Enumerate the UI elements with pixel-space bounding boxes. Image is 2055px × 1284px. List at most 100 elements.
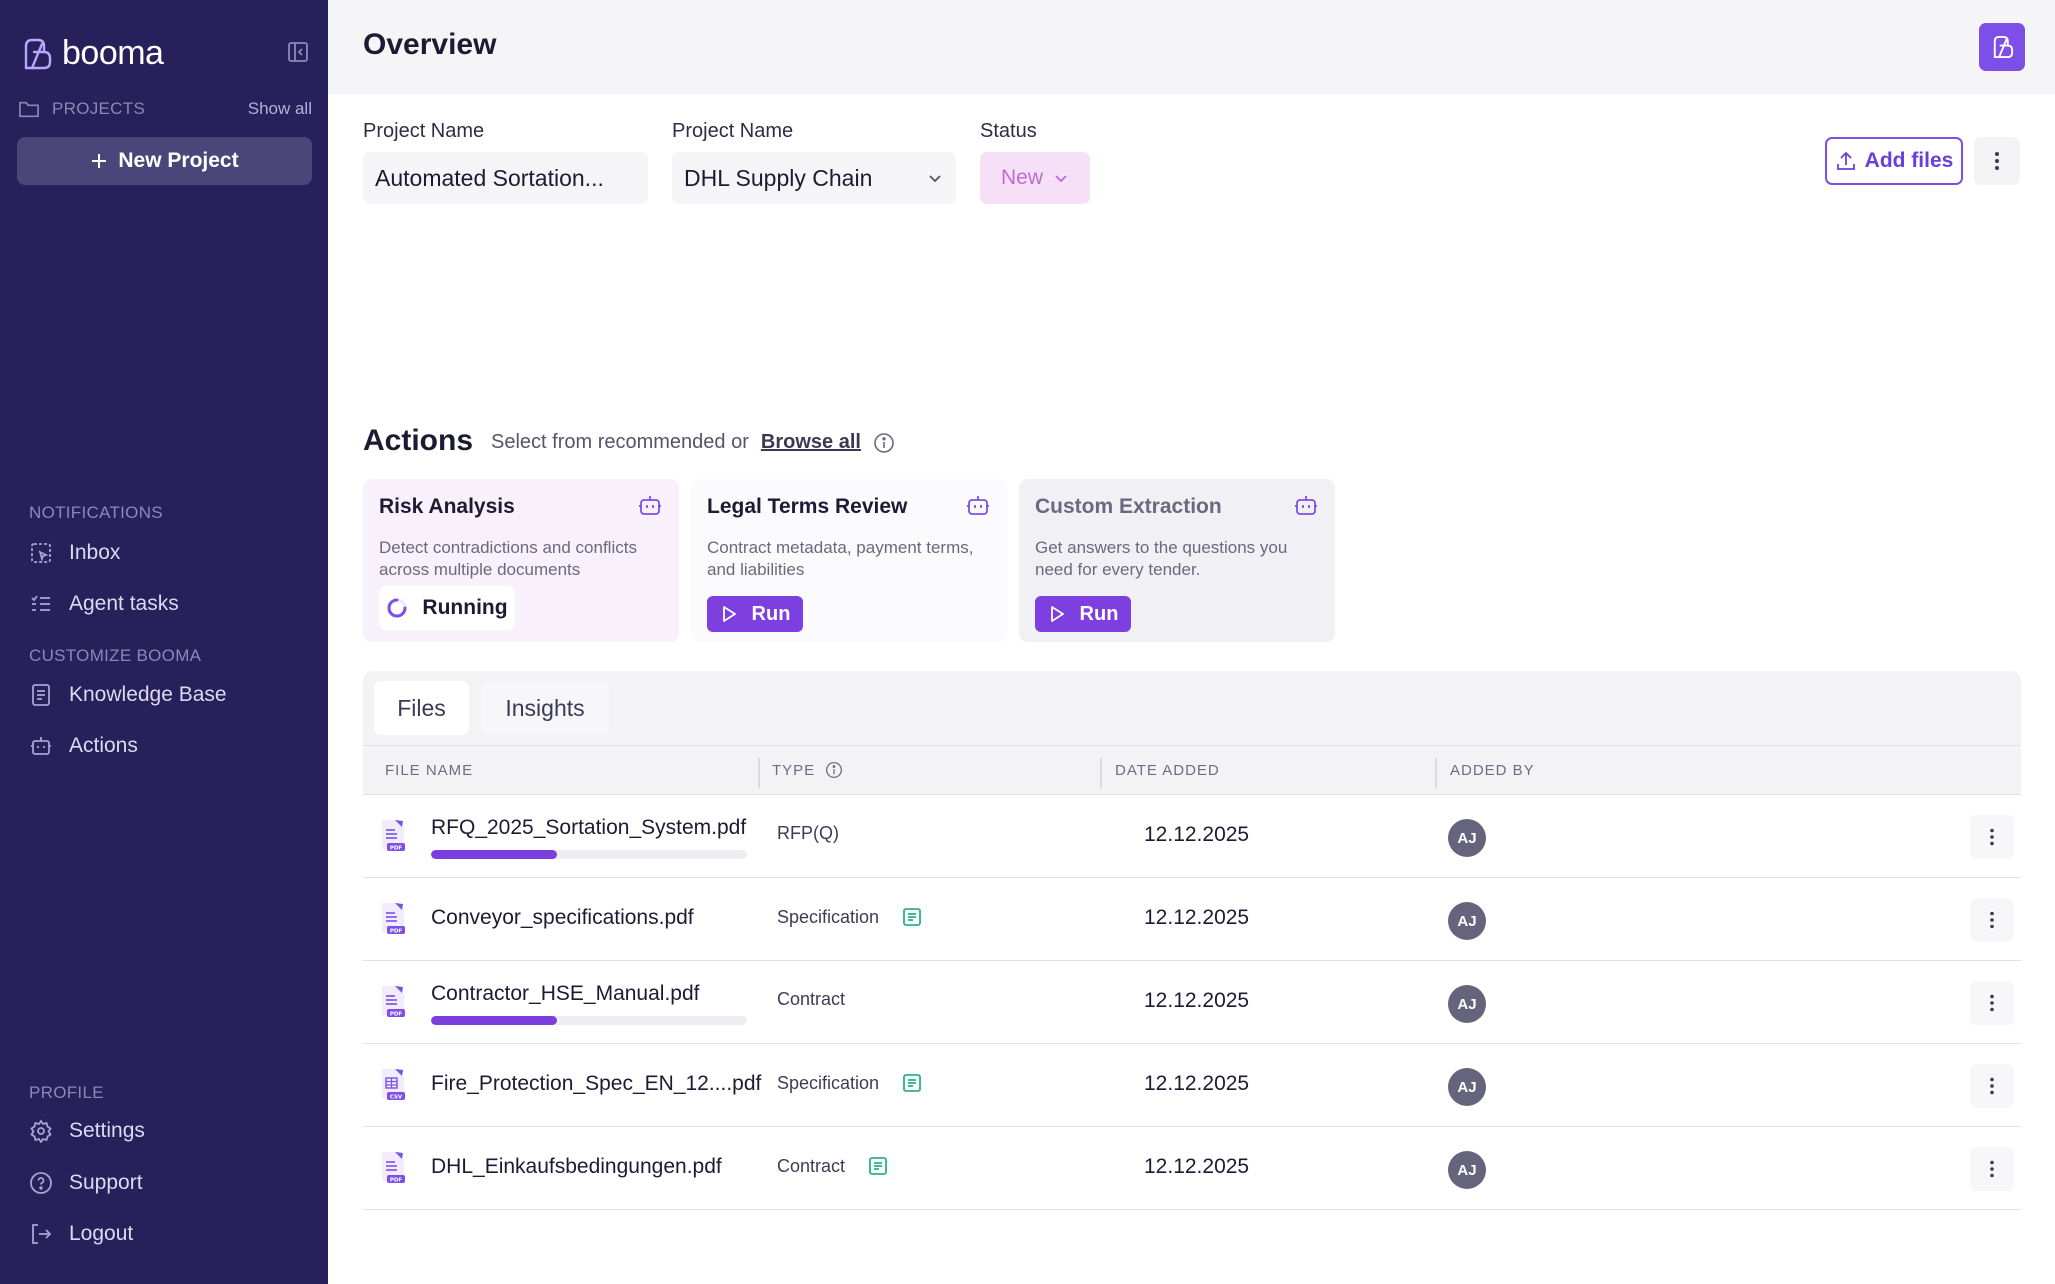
main-content: Overview Project Name Automated Sortatio… xyxy=(328,0,2055,1284)
table-header: FILE NAME TYPE DATE ADDED ADDED BY xyxy=(363,745,2021,795)
table-row[interactable]: PDF RFQ_2025_Sortation_System.pdf RFP(Q)… xyxy=(363,795,2021,878)
column-header-added-by[interactable]: ADDED BY xyxy=(1450,761,1535,779)
file-type-label: Specification xyxy=(777,906,880,927)
collapse-sidebar-button[interactable] xyxy=(286,40,310,64)
project-name-value: Automated Sortation... xyxy=(375,164,604,191)
svg-text:PDF: PDF xyxy=(390,1012,403,1018)
sidebar-item-inbox[interactable]: Inbox xyxy=(29,535,120,571)
sidebar-item-knowledge-base[interactable]: Knowledge Base xyxy=(29,677,227,713)
profile-section-label: PROFILE xyxy=(29,1083,104,1102)
bot-icon xyxy=(967,496,989,515)
tab-files[interactable]: Files xyxy=(374,681,469,735)
sidebar-item-label: Knowledge Base xyxy=(69,683,227,706)
more-vertical-icon xyxy=(1990,994,1994,1012)
action-card-custom-extraction[interactable]: Custom Extraction Get answers to the que… xyxy=(1019,479,1335,642)
actions-title: Actions xyxy=(363,424,474,457)
action-card-risk-analysis[interactable]: Risk Analysis Detect contradictions and … xyxy=(363,479,679,642)
pdf-file-icon: PDF xyxy=(382,986,405,1018)
running-label: Running xyxy=(422,596,508,619)
table-row[interactable]: PDF Conveyor_specifications.pdf Specific… xyxy=(363,878,2021,961)
file-name[interactable]: DHL_Einkaufsbedingungen.pdf xyxy=(431,1155,722,1178)
table-row[interactable]: PDF DHL_Einkaufsbedingungen.pdf Contract… xyxy=(363,1127,2021,1210)
sidebar-item-agent-tasks[interactable]: Agent tasks xyxy=(29,586,179,622)
logo-text: booma xyxy=(62,34,164,72)
action-card-legal-terms-review[interactable]: Legal Terms Review Contract metadata, pa… xyxy=(691,479,1007,642)
show-all-projects-link[interactable]: Show all xyxy=(247,99,312,118)
browse-all-link[interactable]: Browse all xyxy=(760,431,861,453)
column-header-type[interactable]: TYPE xyxy=(772,746,843,794)
new-project-button[interactable]: New Project xyxy=(17,137,312,185)
table-row[interactable]: PDF Contractor_HSE_Manual.pdf Contract 1… xyxy=(363,961,2021,1044)
column-header-date-added[interactable]: DATE ADDED xyxy=(1115,761,1220,779)
run-label: Run xyxy=(1079,602,1119,625)
action-card-description: Get answers to the questions you need fo… xyxy=(1035,538,1288,579)
run-button[interactable]: Run xyxy=(707,596,803,632)
action-card-description: Contract metadata, payment terms, and li… xyxy=(707,538,974,579)
document-summary-icon[interactable] xyxy=(867,1155,889,1177)
tab-insights[interactable]: Insights xyxy=(481,681,609,735)
row-more-button[interactable] xyxy=(1970,981,2014,1025)
new-project-label: New Project xyxy=(118,149,239,172)
inbox-icon xyxy=(31,543,51,563)
sidebar-item-label: Inbox xyxy=(69,541,121,564)
file-type-label: RFP(Q) xyxy=(777,823,839,843)
column-header-file-name[interactable]: FILE NAME xyxy=(385,761,474,779)
more-vertical-icon xyxy=(1990,828,1994,846)
svg-text:PDF: PDF xyxy=(390,929,403,935)
file-name[interactable]: RFQ_2025_Sortation_System.pdf xyxy=(431,816,747,839)
file-date: 12.12.2025 xyxy=(1144,1155,1250,1178)
booma-logo-icon xyxy=(24,38,52,69)
action-card-title: Risk Analysis xyxy=(379,495,515,518)
sidebar-item-label: Logout xyxy=(69,1222,134,1245)
file-type: Specification xyxy=(777,906,923,928)
sidebar-item-actions[interactable]: Actions xyxy=(29,728,138,764)
project-name-label: Project Name xyxy=(363,120,485,142)
file-type-label: Contract xyxy=(777,989,846,1009)
bot-icon xyxy=(31,737,51,755)
bot-icon xyxy=(1295,496,1317,515)
file-date: 12.12.2025 xyxy=(1144,1072,1250,1095)
sidebar-item-logout[interactable]: Logout xyxy=(29,1216,133,1252)
avatar: AJ xyxy=(1448,902,1486,940)
avatar: AJ xyxy=(1448,985,1486,1023)
file-name[interactable]: Fire_Protection_Spec_EN_12....pdf xyxy=(431,1072,762,1095)
more-options-button[interactable] xyxy=(1974,137,2020,185)
pdf-file-icon: PDF xyxy=(382,1152,405,1184)
play-icon xyxy=(1050,606,1064,622)
folder-icon xyxy=(19,101,39,118)
row-more-button[interactable] xyxy=(1970,1147,2014,1191)
file-name[interactable]: Contractor_HSE_Manual.pdf xyxy=(431,982,700,1005)
upload-progress-bar xyxy=(431,850,747,859)
document-summary-icon[interactable] xyxy=(901,906,923,928)
status-select[interactable]: New xyxy=(980,152,1090,204)
table-row[interactable]: CSV Fire_Protection_Spec_EN_12....pdf Sp… xyxy=(363,1044,2021,1127)
add-files-button[interactable]: Add files xyxy=(1825,137,1963,185)
tabs-bar: Files Insights xyxy=(363,671,2021,745)
logo[interactable]: booma xyxy=(18,34,164,73)
user-menu-button[interactable] xyxy=(1979,23,2025,71)
sidebar: booma PROJECTS Show all New Project NOTI… xyxy=(0,0,328,1284)
more-vertical-icon xyxy=(1990,1077,1994,1095)
client-select[interactable]: DHL Supply Chain xyxy=(672,152,956,204)
file-name[interactable]: Conveyor_specifications.pdf xyxy=(431,906,694,929)
sidebar-item-support[interactable]: Support xyxy=(29,1165,143,1201)
sidebar-item-settings[interactable]: Settings xyxy=(29,1113,145,1149)
pdf-file-icon: PDF xyxy=(382,903,405,935)
info-icon[interactable] xyxy=(873,432,895,454)
action-card-title: Custom Extraction xyxy=(1035,495,1222,518)
project-name-input[interactable]: Automated Sortation... xyxy=(363,152,648,204)
actions-subtitle-text: Select from recommended or xyxy=(491,431,749,453)
spinner-icon xyxy=(387,598,407,618)
info-icon xyxy=(826,761,843,779)
avatar: AJ xyxy=(1448,1068,1486,1106)
run-button[interactable]: Run xyxy=(1035,596,1131,632)
column-header-type-label: TYPE xyxy=(772,761,816,779)
plus-icon xyxy=(92,154,107,168)
row-more-button[interactable] xyxy=(1970,1064,2014,1108)
more-vertical-icon xyxy=(1995,152,1999,170)
row-more-button[interactable] xyxy=(1970,898,2014,942)
booma-mark-icon xyxy=(1993,35,2014,59)
row-more-button[interactable] xyxy=(1970,815,2014,859)
chevron-down-icon xyxy=(929,175,941,183)
document-summary-icon[interactable] xyxy=(901,1072,923,1094)
